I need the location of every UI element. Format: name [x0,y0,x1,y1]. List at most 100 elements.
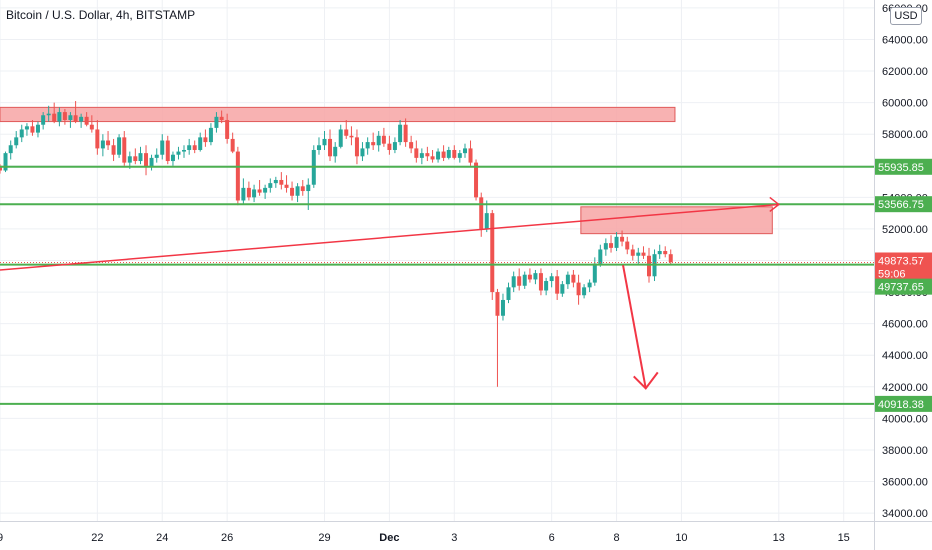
candle-body [647,255,651,277]
projection-arrow-head [633,371,659,390]
candle-body [284,184,289,188]
candle-body [106,140,111,146]
candle-body [592,263,597,283]
candle-body [560,284,565,294]
countdown-label: 59:06 [878,268,906,280]
resistance-zones[interactable] [0,106,773,235]
candle-body [203,137,208,143]
x-tick-label: 9 [0,532,3,544]
candle-body [263,187,268,193]
y-tick-label: 36000.00 [882,477,928,489]
candle-body [452,149,457,158]
x-tick-label: 10 [675,532,687,544]
candle-body [522,274,527,286]
candle-body [576,282,581,296]
candle-body [273,179,278,184]
candle-body [295,186,300,196]
candle-body [463,148,468,154]
candle-body [133,156,138,162]
candle-body [506,287,511,300]
candle-body [322,138,327,146]
candle-body [479,197,484,229]
trend-line[interactable] [0,196,781,271]
candle-body [208,127,213,143]
candle-body [446,149,451,158]
candle-body [100,140,105,149]
candle-body [511,276,516,288]
candle-body [138,153,143,162]
currency-button[interactable]: USD [890,7,922,25]
candle-body [338,129,343,147]
candle-body [333,146,338,157]
last-price-tag [875,252,932,283]
candle-body [598,249,603,264]
candle-body [538,273,543,291]
candle-body [214,116,219,128]
candle-body [95,129,100,149]
candle-body [414,148,419,158]
candle-body [387,143,392,150]
y-tick-label: 46000.00 [882,319,928,331]
y-tick-label: 38000.00 [882,445,928,457]
candle-body [354,137,359,157]
projection-arrow[interactable] [622,265,659,390]
candle-body [52,113,57,122]
x-tick-label: 3 [451,532,457,544]
candle-body [430,156,435,160]
candle-body [127,156,132,163]
candle-body [246,187,251,198]
candle-body [371,142,376,146]
candle-body [328,138,333,157]
resistance-zone[interactable] [580,206,773,235]
candle-body [316,145,321,150]
candle-body [24,126,29,130]
candle-body [392,142,397,150]
y-tick-label: 62000.00 [882,66,928,78]
resistance-zone[interactable] [0,106,676,123]
candle-body [79,116,84,122]
candle-body [360,148,365,157]
horizontal-levels[interactable] [0,165,874,405]
y-tick-label: 44000.00 [882,350,928,362]
candle-body [555,276,560,294]
projection-arrow-shaft[interactable] [622,265,647,389]
candle-body [122,137,127,163]
candlestick-series [0,101,673,387]
trend-arrow-head [769,196,781,213]
trend-line-segment[interactable] [0,203,779,271]
candle-body [398,124,403,143]
candle-body [409,142,414,149]
candle-body [381,135,386,144]
candle-body [436,151,441,160]
candle-body [630,249,635,256]
candle-body [533,273,538,280]
candle-body [19,129,24,138]
candle-body [144,153,149,168]
candle-body [587,282,592,288]
candle-body [41,115,46,125]
y-tick-label: 64000.00 [882,34,928,46]
candle-body [57,112,62,122]
x-tick-label: 29 [318,532,330,544]
candle-body [241,187,246,201]
chart-title: Bitcoin / U.S. Dollar, 4h, BITSTAMP [6,8,196,22]
candle-body [582,287,587,296]
candle-body [46,113,51,116]
candle-body [62,112,67,120]
candle-body [290,187,295,196]
candle-body [230,138,235,152]
candle-body [565,274,570,285]
candle-body [149,157,154,168]
candle-body [176,151,181,155]
candle-body [35,124,40,133]
last-price-label: 49873.57 [878,255,924,267]
candle-body [279,179,284,185]
candle-body [154,154,159,158]
x-tick-label: 24 [156,532,168,544]
candle-body [365,142,370,149]
level-price-tag [875,158,932,175]
candle-body [8,145,13,154]
candle-body [620,236,625,242]
